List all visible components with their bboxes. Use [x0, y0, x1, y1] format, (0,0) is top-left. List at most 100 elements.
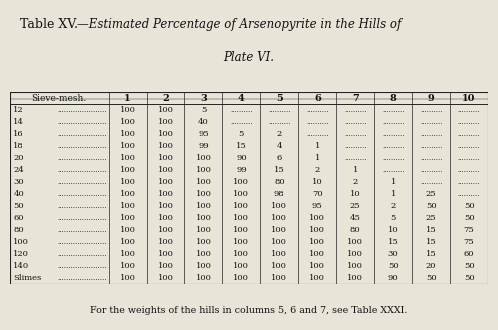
Text: ..........: ..........: [344, 106, 367, 114]
Text: ......................: ......................: [57, 166, 107, 174]
Text: 100: 100: [13, 238, 29, 246]
Text: 90: 90: [388, 274, 398, 282]
Text: 100: 100: [347, 274, 363, 282]
Text: 100: 100: [309, 274, 325, 282]
Text: ..........: ..........: [458, 118, 480, 126]
Text: ..........: ..........: [458, 166, 480, 174]
Text: Plate VI.: Plate VI.: [224, 51, 274, 64]
Text: ......................: ......................: [57, 154, 107, 162]
Text: 95: 95: [198, 130, 209, 138]
Text: 4: 4: [276, 142, 282, 150]
Text: 6: 6: [314, 94, 321, 103]
Text: 100: 100: [157, 190, 173, 198]
Text: 100: 100: [157, 238, 173, 246]
Text: 50: 50: [13, 202, 24, 210]
Text: ..........: ..........: [382, 106, 404, 114]
Text: ..........: ..........: [420, 142, 442, 150]
Text: 95: 95: [312, 202, 323, 210]
Text: 10: 10: [350, 190, 361, 198]
Text: ..........: ..........: [458, 178, 480, 186]
Text: 50: 50: [426, 202, 436, 210]
Text: 99: 99: [198, 142, 209, 150]
Text: Slimes: Slimes: [13, 274, 41, 282]
Text: 12: 12: [13, 106, 24, 114]
Text: ......................: ......................: [57, 214, 107, 222]
Text: 100: 100: [157, 118, 173, 126]
Text: 50: 50: [464, 214, 475, 222]
Text: 2: 2: [353, 178, 358, 186]
Text: 90: 90: [236, 154, 247, 162]
Text: ......................: ......................: [57, 250, 107, 258]
Text: ..........: ..........: [382, 130, 404, 138]
Text: 100: 100: [120, 118, 135, 126]
Text: 100: 100: [234, 262, 249, 270]
Text: 5: 5: [239, 130, 244, 138]
Text: 6: 6: [277, 154, 282, 162]
Text: 1: 1: [315, 142, 320, 150]
Text: 60: 60: [13, 214, 24, 222]
Text: 30: 30: [13, 178, 24, 186]
Text: 100: 100: [120, 274, 135, 282]
Text: 100: 100: [120, 190, 135, 198]
Text: 10: 10: [312, 178, 323, 186]
Text: ..........: ..........: [306, 106, 329, 114]
Text: 15: 15: [236, 142, 247, 150]
Text: ..........: ..........: [420, 106, 442, 114]
Text: 100: 100: [157, 202, 173, 210]
Text: 50: 50: [464, 274, 475, 282]
Text: 18: 18: [13, 142, 24, 150]
Text: 100: 100: [120, 202, 135, 210]
Text: 100: 100: [196, 166, 212, 174]
Text: 100: 100: [157, 262, 173, 270]
Text: 100: 100: [157, 214, 173, 222]
Text: 99: 99: [236, 166, 247, 174]
Text: 100: 100: [120, 142, 135, 150]
Text: 5: 5: [276, 94, 283, 103]
Text: 15: 15: [274, 166, 285, 174]
Text: 7: 7: [352, 94, 359, 103]
Text: 80: 80: [350, 226, 361, 234]
Text: 100: 100: [157, 142, 173, 150]
Text: 2: 2: [277, 130, 282, 138]
Text: ..........: ..........: [382, 166, 404, 174]
Text: Sieve-mesh.: Sieve-mesh.: [32, 94, 87, 103]
Text: 16: 16: [13, 130, 24, 138]
Text: ......................: ......................: [57, 130, 107, 138]
Text: 50: 50: [464, 202, 475, 210]
Text: 20: 20: [13, 154, 24, 162]
Text: 50: 50: [464, 262, 475, 270]
Text: 100: 100: [157, 274, 173, 282]
Text: 100: 100: [309, 226, 325, 234]
Text: 100: 100: [309, 214, 325, 222]
Text: 98: 98: [274, 190, 285, 198]
Text: 70: 70: [312, 190, 323, 198]
Text: 3: 3: [200, 94, 207, 103]
Text: 100: 100: [309, 250, 325, 258]
Text: ......................: ......................: [57, 190, 107, 198]
Text: ..........: ..........: [344, 118, 367, 126]
Text: ..........: ..........: [458, 154, 480, 162]
Text: 100: 100: [234, 202, 249, 210]
Text: 25: 25: [350, 202, 361, 210]
Text: 75: 75: [464, 238, 475, 246]
Text: 50: 50: [388, 262, 398, 270]
Text: ..........: ..........: [420, 166, 442, 174]
Text: 100: 100: [157, 226, 173, 234]
Text: ..........: ..........: [344, 154, 367, 162]
Text: 100: 100: [120, 214, 135, 222]
Text: ..........: ..........: [420, 130, 442, 138]
Text: 100: 100: [271, 202, 287, 210]
Text: 5: 5: [201, 106, 206, 114]
Text: 2: 2: [315, 166, 320, 174]
Text: 100: 100: [347, 238, 363, 246]
Text: ..........: ..........: [458, 106, 480, 114]
Text: 100: 100: [120, 238, 135, 246]
Text: 100: 100: [271, 262, 287, 270]
Text: 100: 100: [120, 154, 135, 162]
Text: 100: 100: [196, 190, 212, 198]
Text: 100: 100: [309, 262, 325, 270]
Text: 80: 80: [13, 226, 24, 234]
Text: 100: 100: [234, 238, 249, 246]
Text: ......................: ......................: [57, 142, 107, 150]
Text: 100: 100: [271, 274, 287, 282]
